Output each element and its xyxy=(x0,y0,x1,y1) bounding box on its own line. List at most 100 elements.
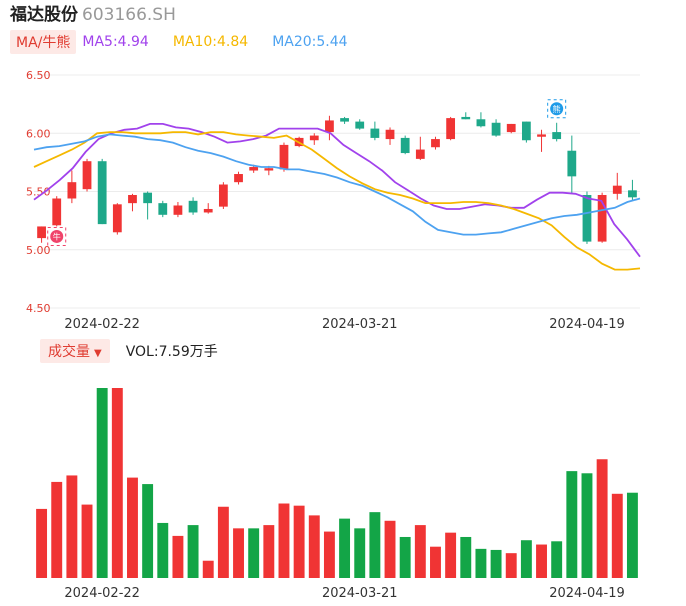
volume-bar[interactable] xyxy=(278,503,290,578)
volume-bar[interactable] xyxy=(202,560,214,578)
volume-bar[interactable] xyxy=(308,515,320,578)
candle[interactable] xyxy=(37,226,46,243)
y-tick-label: 5.50 xyxy=(26,186,51,199)
candle-body xyxy=(52,198,62,226)
candle-body xyxy=(279,144,289,170)
candle[interactable] xyxy=(552,122,562,142)
candle[interactable] xyxy=(234,171,243,185)
candle[interactable] xyxy=(431,136,440,150)
candle[interactable] xyxy=(385,127,395,145)
candle[interactable] xyxy=(400,135,410,155)
volume-bar[interactable] xyxy=(142,484,154,578)
volume-bar[interactable] xyxy=(187,525,199,578)
volume-bar[interactable] xyxy=(66,475,78,578)
volume-bar[interactable] xyxy=(263,525,275,578)
volume-bar[interactable] xyxy=(339,518,351,578)
candle[interactable] xyxy=(112,203,122,235)
volume-bar[interactable] xyxy=(566,471,578,578)
volume-bar[interactable] xyxy=(505,553,517,578)
candle[interactable] xyxy=(446,116,456,141)
volume-bar[interactable] xyxy=(475,548,487,578)
volume-bar[interactable] xyxy=(248,528,260,578)
candle-body xyxy=(188,200,198,213)
volume-bar[interactable] xyxy=(36,508,48,578)
candle-body xyxy=(234,174,243,183)
candle[interactable] xyxy=(188,197,198,215)
volume-bar[interactable] xyxy=(490,549,502,578)
candle-body xyxy=(37,226,46,239)
volume-bar[interactable] xyxy=(157,522,169,578)
candle-body xyxy=(218,184,228,207)
volume-bar[interactable] xyxy=(414,525,426,578)
candle[interactable] xyxy=(218,182,228,209)
volume-bar[interactable] xyxy=(354,528,366,578)
stock-code: 603166.SH xyxy=(82,5,176,25)
candle[interactable] xyxy=(173,201,183,218)
candle[interactable] xyxy=(537,129,546,152)
candle[interactable] xyxy=(67,170,77,204)
volume-bar[interactable] xyxy=(596,459,608,578)
marker-dot xyxy=(50,229,64,243)
volume-bar[interactable] xyxy=(233,528,244,578)
candle[interactable] xyxy=(506,123,516,134)
candle[interactable] xyxy=(128,193,137,212)
volume-bar[interactable] xyxy=(111,388,123,578)
candle[interactable] xyxy=(158,200,168,218)
candle[interactable] xyxy=(52,196,62,227)
candle-body xyxy=(506,123,516,133)
bull-badge-icon: 牛 xyxy=(47,226,67,246)
candle[interactable] xyxy=(476,112,486,128)
volume-selector[interactable]: 成交量 ▼ xyxy=(40,339,110,363)
volume-bar[interactable] xyxy=(581,473,593,578)
volume-bar[interactable] xyxy=(127,477,138,578)
candle[interactable] xyxy=(628,179,637,201)
volume-bar[interactable] xyxy=(51,481,63,578)
volume-bar[interactable] xyxy=(369,512,381,578)
candle[interactable] xyxy=(582,191,592,244)
volume-bar[interactable] xyxy=(536,544,547,578)
volume-bar[interactable] xyxy=(430,546,441,578)
volume-bar[interactable] xyxy=(96,388,108,578)
volume-bar[interactable] xyxy=(172,535,184,578)
volume-bar[interactable] xyxy=(217,506,229,578)
candle[interactable] xyxy=(370,121,380,141)
candle[interactable] xyxy=(415,136,425,161)
candle-body xyxy=(67,182,77,199)
candle[interactable] xyxy=(143,191,153,220)
candle[interactable] xyxy=(309,133,319,145)
volume-bar[interactable] xyxy=(460,536,472,578)
indicator-selector[interactable]: MA/牛熊 xyxy=(10,30,77,54)
volume-bar[interactable] xyxy=(520,540,532,578)
volume-bar[interactable] xyxy=(293,505,305,578)
volume-bar[interactable] xyxy=(445,532,457,578)
candle-body xyxy=(249,167,259,171)
volume-bar[interactable] xyxy=(323,531,335,578)
candle[interactable] xyxy=(567,135,577,194)
x-tick-label: 2024-02-22 xyxy=(64,317,140,332)
y-tick-label: 4.50 xyxy=(26,302,51,315)
stock-name: 福达股份 xyxy=(10,5,78,25)
candle[interactable] xyxy=(612,172,622,200)
marker-frame xyxy=(47,226,67,246)
candle[interactable] xyxy=(97,158,107,225)
volume-bar[interactable] xyxy=(81,504,93,578)
candle[interactable] xyxy=(355,119,365,130)
candle[interactable] xyxy=(325,115,334,141)
volume-bar[interactable] xyxy=(384,520,396,578)
volume-legend: 成交量 ▼ VOL:7.59万手 xyxy=(40,339,218,363)
candle[interactable] xyxy=(521,121,531,143)
candle[interactable] xyxy=(279,142,289,172)
candle-body xyxy=(552,132,562,140)
candle[interactable] xyxy=(491,119,501,137)
volume-bar[interactable] xyxy=(551,541,563,578)
candle[interactable] xyxy=(461,112,471,120)
volume-bar[interactable] xyxy=(611,493,623,578)
candle-body xyxy=(340,118,349,122)
bear-badge-icon: 熊 xyxy=(547,99,567,119)
candle[interactable] xyxy=(203,203,213,214)
volume-bar[interactable] xyxy=(626,492,638,578)
candle[interactable] xyxy=(340,116,349,124)
volume-bar[interactable] xyxy=(399,536,411,578)
candle[interactable] xyxy=(82,158,92,192)
